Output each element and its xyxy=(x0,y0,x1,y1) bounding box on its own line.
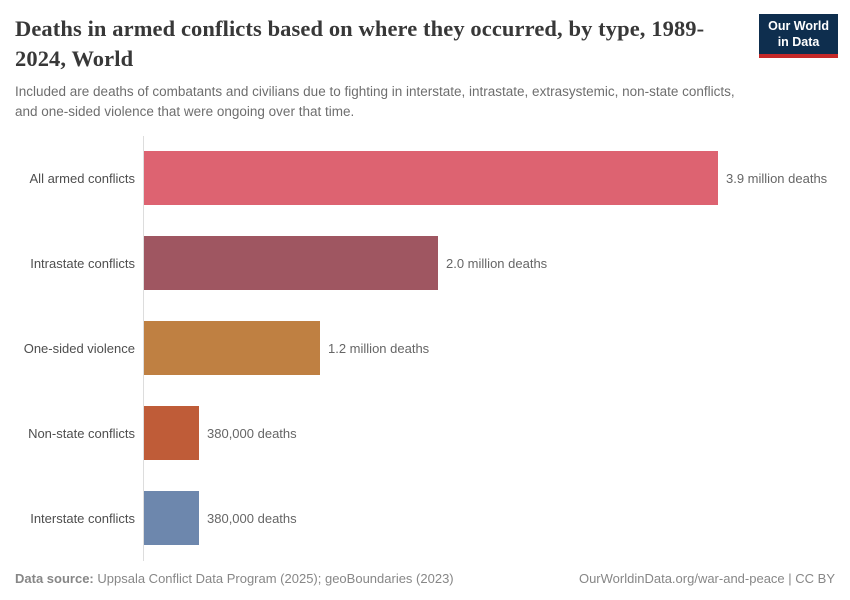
data-source-label: Data source: xyxy=(15,571,94,586)
bar-intrastate-conflicts[interactable] xyxy=(143,236,438,290)
bar-non-state-conflicts[interactable] xyxy=(143,406,199,460)
data-source-text: Uppsala Conflict Data Program (2025); ge… xyxy=(97,571,454,586)
bar-row: Non-state conflicts 380,000 deaths xyxy=(0,391,850,476)
bar-all-armed-conflicts[interactable] xyxy=(143,151,718,205)
bar-row: One-sided violence 1.2 million deaths xyxy=(0,306,850,391)
bar-row: Intrastate conflicts 2.0 million deaths xyxy=(0,221,850,306)
category-label: All armed conflicts xyxy=(29,170,135,186)
header: Deaths in armed conflicts based on where… xyxy=(0,0,850,73)
data-source: Data source: Uppsala Conflict Data Progr… xyxy=(15,571,454,586)
y-axis-line xyxy=(143,135,144,561)
value-label: 3.9 million deaths xyxy=(726,170,828,186)
category-label: One-sided violence xyxy=(23,340,135,356)
value-label: 380,000 deaths xyxy=(207,510,297,526)
bar-chart: All armed conflicts 3.9 million deaths I… xyxy=(0,135,850,561)
footer: Data source: Uppsala Conflict Data Progr… xyxy=(0,571,850,600)
footer-link[interactable]: OurWorldinData.org/war-and-peace | CC BY xyxy=(578,571,835,586)
category-label: Intrastate conflicts xyxy=(30,255,135,271)
bar-interstate-conflicts[interactable] xyxy=(143,491,199,545)
chart-subtitle: Included are deaths of combatants and ci… xyxy=(15,84,735,119)
bar-one-sided-violence[interactable] xyxy=(143,321,320,375)
bar-row: Interstate conflicts 380,000 deaths xyxy=(0,476,850,561)
category-label: Non-state conflicts xyxy=(28,425,135,441)
chart-title: Deaths in armed conflicts based on where… xyxy=(15,16,705,71)
value-label: 380,000 deaths xyxy=(207,425,297,441)
value-label: 1.2 million deaths xyxy=(328,340,430,356)
owid-logo-line2: in Data xyxy=(777,34,820,49)
value-label: 2.0 million deaths xyxy=(446,255,548,271)
owid-logo-line1: Our World xyxy=(768,19,829,33)
bar-row: All armed conflicts 3.9 million deaths xyxy=(0,136,850,221)
category-label: Interstate conflicts xyxy=(30,510,135,526)
owid-logo: Our World in Data xyxy=(759,14,838,59)
